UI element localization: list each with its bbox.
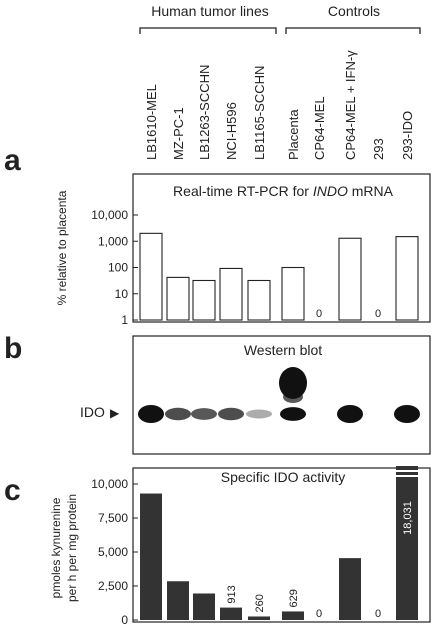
data-label: 0	[375, 608, 381, 620]
ido-marker-arrow: ▶	[110, 406, 120, 420]
bar	[248, 616, 270, 620]
y-tick-label: 7,500	[98, 511, 128, 525]
blot-band	[337, 405, 363, 423]
panel-b-title: Western blot	[244, 342, 322, 358]
y-tick-label: 10,000	[91, 477, 128, 491]
lane-label: LB1263-SCCHN	[197, 65, 212, 160]
data-label: 0	[316, 608, 322, 620]
blot-band	[280, 407, 306, 421]
lane-labels: LB1610-MEL MZ-PC-1 LB1263-SCCHN NCI-H596 LB1…	[144, 50, 415, 160]
panel-c-title: Specific IDO activity	[221, 469, 345, 485]
blot-band	[218, 407, 244, 421]
bar	[167, 581, 189, 620]
lane-label: CP64-MEL + IFN-γ	[343, 50, 358, 160]
panel-b-letter: b	[4, 332, 22, 365]
y-tick-label: 2,500	[98, 579, 128, 593]
bar	[396, 466, 418, 620]
bar	[166, 276, 190, 321]
lane-label: 293	[371, 138, 386, 160]
panel-a-y-axis: 1 10 100 1,000 10,000	[91, 208, 138, 327]
bar	[193, 593, 215, 620]
lane-label: 293-IDO	[400, 111, 415, 160]
data-label: 18,031	[402, 501, 414, 535]
y-tick-label: 0	[121, 613, 128, 627]
bar	[140, 493, 162, 620]
panel-c-bars: 913 260 629 0 0 18,031	[140, 466, 419, 620]
panel-a-title: Real-time RT-PCR for INDO mRNA	[173, 183, 394, 199]
panel-c-ylabel-line1: pmoles kynurenine	[49, 497, 63, 598]
y-tick-label: 1	[121, 313, 128, 327]
panel-a-ylabel: % relative to placenta	[55, 190, 69, 305]
lane-label: NCI-H596	[224, 102, 239, 160]
ido-marker-label: IDO	[80, 404, 105, 420]
bar	[219, 267, 243, 321]
lane-label: LB1165-SCCHN	[252, 66, 267, 160]
y-tick-label: 10	[115, 287, 129, 301]
blot-band	[165, 407, 191, 421]
bar	[339, 558, 361, 620]
y-tick-label: 1,000	[98, 234, 128, 248]
y-tick-label: 5,000	[98, 545, 128, 559]
blot-band	[394, 405, 420, 423]
y-tick-label: 100	[108, 261, 128, 275]
bracket-controls	[285, 27, 421, 34]
group-label-controls: Controls	[328, 3, 380, 19]
bar	[338, 237, 362, 321]
panel-a-letter: a	[4, 144, 21, 177]
y-tick-label: 10,000	[91, 208, 128, 222]
lane-label: LB1610-MEL	[144, 84, 159, 160]
bar	[395, 236, 419, 321]
data-label: 913	[226, 585, 238, 603]
lane-label: CP64-MEL	[312, 96, 327, 160]
panel-c-ylabel: pmoles kynurenine per h per mg protein	[49, 494, 79, 602]
data-label: 260	[254, 594, 266, 612]
bar	[192, 279, 216, 321]
blot-band-upper	[279, 367, 307, 399]
bar	[281, 266, 305, 321]
lane-label: Placenta	[286, 109, 301, 160]
panel-c-letter: c	[4, 474, 21, 507]
lane-label: MZ-PC-1	[171, 107, 186, 160]
blot-band	[138, 405, 164, 423]
group-label-tumor: Human tumor lines	[151, 3, 269, 19]
blot-band	[191, 408, 217, 420]
panel-c-y-axis: 0 2,500 5,000 7,500 10,000	[91, 477, 138, 627]
blot-band-smear	[283, 391, 303, 403]
bar	[247, 279, 271, 321]
data-label: 629	[288, 589, 300, 607]
bar	[282, 611, 304, 620]
panel-b-frame	[132, 335, 431, 455]
panel-c-ylabel-line2: per h per mg protein	[65, 494, 79, 602]
western-blot-bands	[138, 367, 420, 423]
data-label: 0	[375, 308, 381, 320]
panel-a-frame	[132, 173, 431, 323]
panel-c-frame	[132, 467, 431, 623]
data-label: 0	[316, 308, 322, 320]
bar	[220, 607, 242, 620]
bracket-tumor	[139, 27, 277, 34]
blot-band	[246, 409, 272, 419]
bar	[139, 232, 163, 321]
